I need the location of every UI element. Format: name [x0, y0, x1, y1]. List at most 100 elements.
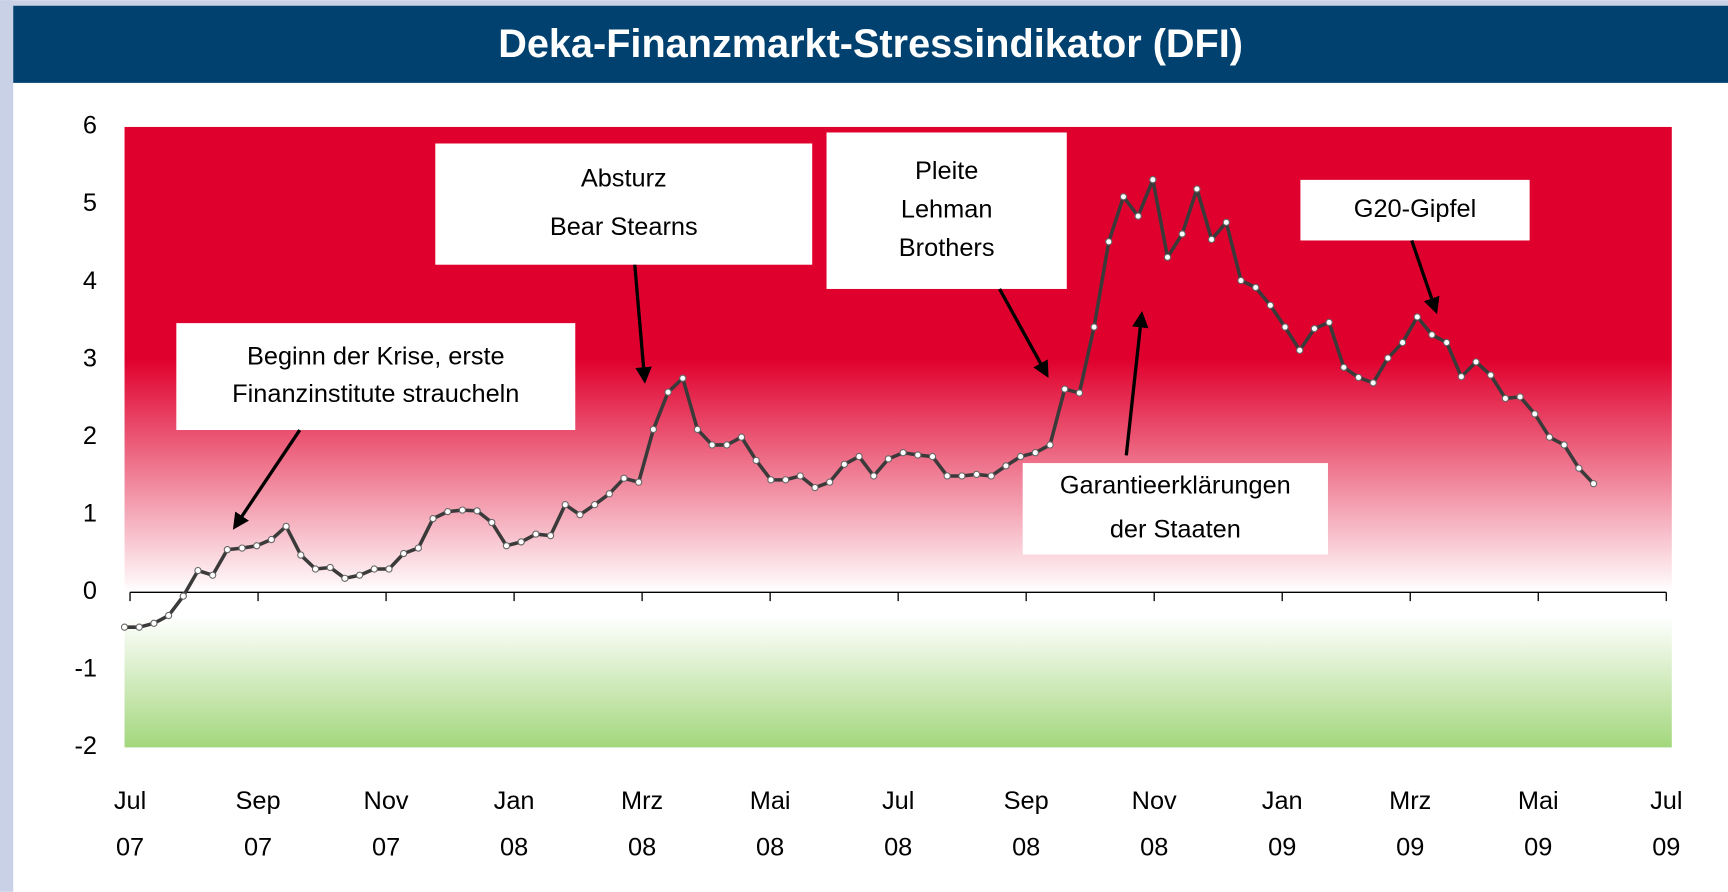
data-point — [1501, 394, 1510, 403]
data-point — [943, 472, 951, 480]
data-point — [355, 571, 364, 579]
top-border — [0, 0, 1728, 6]
y-tick-label: -2 — [74, 732, 97, 760]
data-point — [1119, 193, 1128, 201]
data-point — [458, 506, 467, 514]
x-tick-label: Nov — [1132, 787, 1177, 815]
data-point — [870, 472, 878, 480]
annotation-text: G20-Gipfel — [1354, 195, 1476, 223]
x-tick-label: 08 — [1012, 833, 1040, 861]
data-point — [1002, 462, 1010, 470]
data-point — [1237, 276, 1245, 285]
data-point — [737, 433, 746, 441]
data-point — [796, 472, 804, 480]
x-tick-label: Mrz — [621, 787, 663, 815]
data-point — [855, 452, 863, 461]
data-point — [311, 565, 320, 573]
y-tick-label: 3 — [83, 344, 97, 372]
data-point — [400, 549, 408, 558]
x-tick-label: Jul — [882, 787, 914, 815]
data-point — [1296, 346, 1304, 354]
data-point — [884, 455, 893, 463]
annotation-text: Absturz — [581, 165, 667, 193]
data-point — [649, 425, 658, 434]
data-point — [429, 514, 437, 523]
x-tick-label: Jan — [1262, 787, 1303, 815]
data-point — [1398, 338, 1407, 347]
data-point — [326, 563, 334, 572]
data-point — [1266, 301, 1275, 309]
x-tick-label: Mai — [1518, 787, 1559, 815]
data-point — [590, 501, 599, 509]
left-border — [0, 0, 14, 892]
annotation-box — [1022, 463, 1328, 555]
annotation-text: Bear Stearns — [550, 213, 698, 241]
data-point — [502, 542, 511, 550]
x-tick-label: 07 — [116, 833, 144, 861]
data-point — [1163, 253, 1172, 261]
data-point — [723, 441, 731, 449]
data-point — [1545, 433, 1554, 441]
data-point — [120, 623, 129, 631]
data-point — [1193, 185, 1201, 193]
data-point — [767, 476, 775, 484]
data-point — [1252, 283, 1260, 292]
data-point — [987, 472, 995, 480]
data-point — [164, 611, 173, 620]
x-tick-label: Nov — [364, 787, 409, 815]
data-point — [150, 619, 158, 627]
data-point — [576, 511, 584, 519]
data-point — [914, 451, 922, 459]
data-point — [635, 478, 643, 486]
data-point — [1575, 464, 1583, 472]
data-point — [1075, 389, 1084, 397]
x-tick-label: 09 — [1396, 833, 1424, 861]
annotation-box — [826, 132, 1067, 289]
data-point — [899, 449, 907, 457]
data-point — [1310, 324, 1319, 333]
x-tick-label: 09 — [1652, 833, 1680, 861]
data-point — [238, 544, 246, 552]
y-tick-label: 0 — [83, 577, 97, 605]
data-point — [1105, 238, 1113, 246]
annotation-text: Garantieerklärungen — [1060, 471, 1291, 499]
x-tick-label: Mai — [750, 787, 791, 815]
data-point — [1413, 313, 1421, 321]
data-point — [385, 565, 393, 573]
data-point — [1457, 373, 1465, 381]
x-tick-label: 09 — [1524, 833, 1552, 861]
data-point — [1589, 480, 1598, 488]
data-point — [1487, 371, 1495, 379]
annotation-text: Pleite — [915, 157, 978, 185]
data-point — [282, 522, 290, 531]
data-point — [708, 441, 716, 449]
x-tick-label: 08 — [628, 833, 656, 861]
annotation-arrow — [633, 264, 652, 384]
data-point — [370, 565, 378, 573]
data-point — [414, 544, 422, 552]
title-bar — [13, 5, 1728, 83]
y-tick-label: 1 — [83, 499, 97, 527]
y-tick-label: 6 — [83, 112, 97, 140]
annotation-arrow — [232, 429, 302, 530]
data-point — [1046, 441, 1054, 449]
data-point — [297, 551, 305, 559]
data-point — [209, 571, 217, 579]
data-point — [1560, 441, 1568, 449]
data-point — [972, 470, 981, 479]
x-tick-label: 09 — [1268, 833, 1296, 861]
data-point — [1222, 218, 1230, 226]
annotation-arrow — [1124, 311, 1149, 456]
data-point — [1340, 363, 1348, 372]
annotation-box — [1300, 179, 1530, 241]
data-point — [267, 535, 276, 544]
x-tick-label: Mrz — [1389, 787, 1431, 815]
annotation-arrow — [998, 288, 1049, 378]
data-point — [253, 542, 261, 550]
annotation-text: Brothers — [899, 234, 995, 262]
data-point — [620, 474, 628, 482]
data-point — [811, 483, 819, 492]
data-point — [1384, 354, 1392, 362]
y-tick-label: 2 — [83, 422, 97, 450]
